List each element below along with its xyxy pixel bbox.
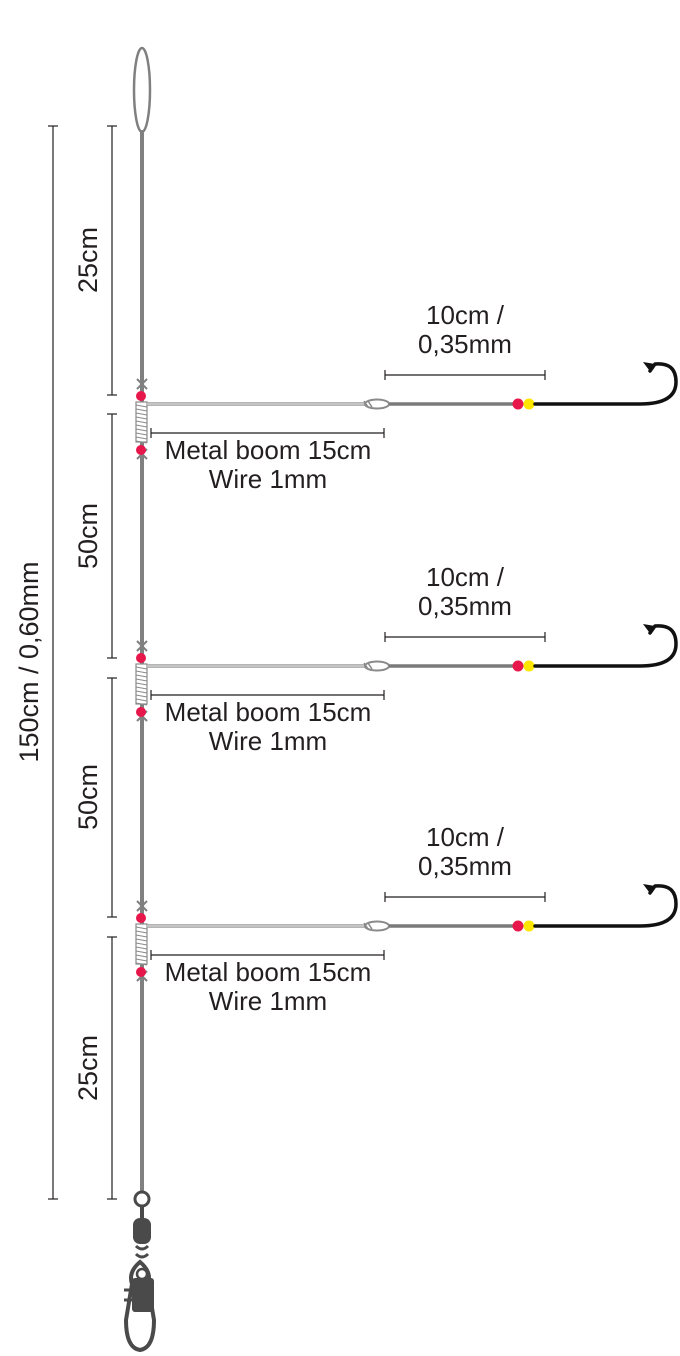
snood-dimension [384,370,546,380]
boom-label-line2: Wire 1mm [209,726,327,756]
boom-label-line1: Metal boom 15cm [165,697,372,727]
boom-coil [135,401,148,444]
snood-label-line2: 0,35mm [418,329,512,359]
bead-icon [136,967,146,977]
segment-dimension-2 [107,413,117,659]
bead-icon [512,660,524,672]
segment-label-2: 50cm [73,503,103,569]
boom-label-line2: Wire 1mm [209,464,327,494]
boom-label-line1: Metal boom 15cm [165,957,372,987]
bead-icon [136,445,146,455]
bead-icon [136,653,146,663]
swivel-icon [133,1190,151,1259]
segment-label-1: 25cm [73,227,103,293]
boom-dimension [150,690,385,700]
loop-icon [132,46,152,134]
segment-label-4: 25cm [73,1035,103,1101]
hook-icon [533,884,678,928]
boom-coil [135,663,148,706]
boom-label-line2: Wire 1mm [209,986,327,1016]
snood-label-line1: 10cm / [426,300,505,330]
total-length-dimension [48,125,58,1200]
crimp-icon [136,378,148,390]
bead-icon [136,707,146,717]
crimp-icon [136,900,148,912]
snood-label-line1: 10cm / [426,822,505,852]
hook-icon [533,624,678,668]
segment-label-3: 50cm [73,764,103,830]
bead-icon [136,391,146,401]
snood-dimension [384,892,546,902]
snood-label-line2: 0,35mm [418,591,512,621]
bead-icon [523,398,535,410]
snood-label-line2: 0,35mm [418,851,512,881]
snap-icon [123,1259,157,1353]
boom-dimension [150,950,385,960]
boom-dimension [150,428,385,438]
bead-icon [136,913,146,923]
crimp-icon [136,640,148,652]
segment-dimension-4 [107,936,117,1200]
snood-dimension [384,632,546,642]
bead-icon [523,920,535,932]
hook-icon [533,362,678,406]
bead-icon [512,920,524,932]
total-length-label: 150cm / 0,60mm [14,561,44,762]
boom-label-line1: Metal boom 15cm [165,435,372,465]
boom-coil [135,923,148,966]
snood-label-line1: 10cm / [426,562,505,592]
bead-icon [523,660,535,672]
segment-dimension-1 [107,125,117,396]
bead-icon [512,398,524,410]
segment-dimension-3 [107,677,117,918]
